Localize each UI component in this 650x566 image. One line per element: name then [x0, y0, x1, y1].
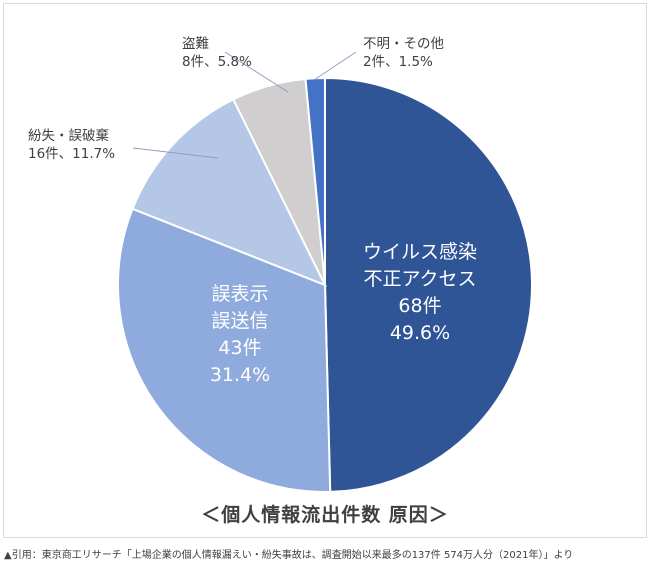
source-note: ▲引用：東京商工リサーチ「上場企業の個人情報漏えい・紛失事故は、調査開始以来最多… [4, 550, 574, 561]
slice-label-2: 紛失・誤破棄 16件、11.7% [28, 128, 115, 162]
leader-line-4 [313, 51, 357, 81]
slice-label-4: 不明・その他 2件、1.5% [363, 36, 444, 70]
slice-label-0: ウイルス感染不正アクセス 68件 49.6% [363, 241, 477, 344]
pie-slice-0 [324, 76, 533, 493]
pie-slice-1 [117, 207, 332, 493]
pie-chart: ウイルス感染不正アクセス 68件 49.6% 誤表示誤送信 43件 31.4% 紛失・誤破棄… [28, 36, 533, 493]
pie-slice-2 [131, 98, 328, 287]
leader-line-3 [224, 51, 289, 93]
pie-slice-4 [304, 76, 326, 286]
slice-label-1: 誤表示誤送信 43件 31.4% [210, 283, 270, 386]
leader-line-2 [132, 147, 219, 159]
slice-label-3: 盗難 8件、5.8% [182, 36, 252, 70]
chart-title: ＜個人情報流出件数 原因＞ [201, 504, 449, 526]
